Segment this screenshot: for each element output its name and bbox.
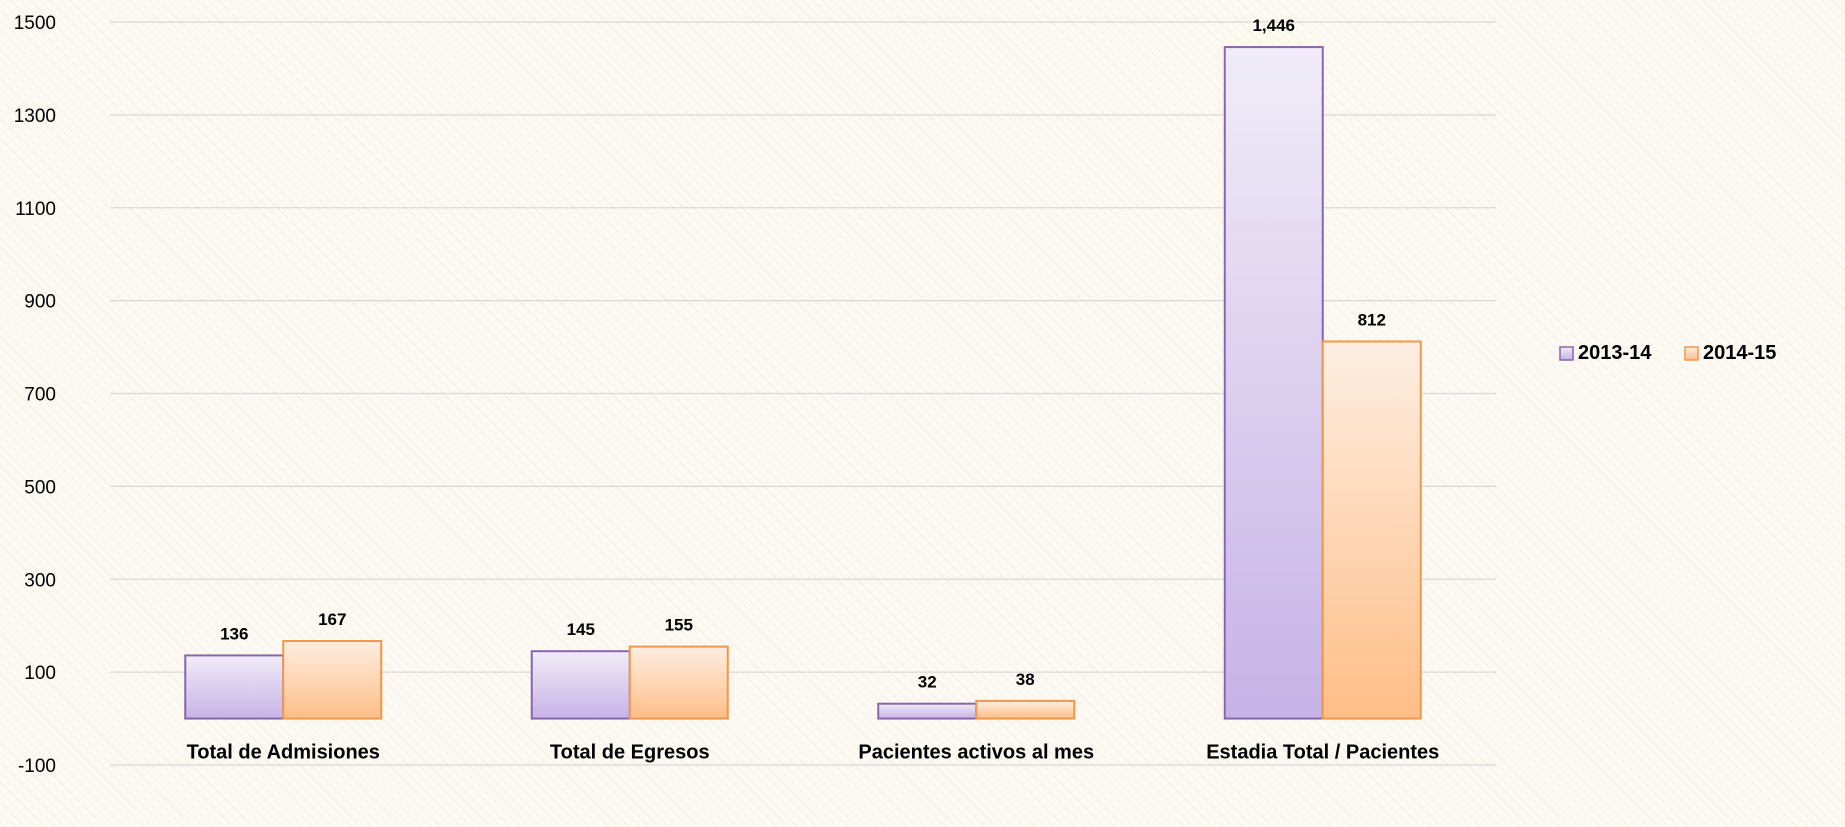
data-label: 167 <box>318 610 346 629</box>
data-label: 145 <box>567 620 595 639</box>
data-label: 1,446 <box>1252 16 1295 35</box>
data-label: 32 <box>918 673 937 692</box>
legend-swatch <box>1684 346 1699 361</box>
bar-2014-15-2 <box>628 645 729 720</box>
y-tick-label: 100 <box>24 663 56 684</box>
bar-2013-14-1 <box>184 654 285 720</box>
y-tick-label: 1500 <box>14 13 56 34</box>
bar-2014-15-3 <box>975 699 1076 720</box>
y-tick-label: 300 <box>24 570 56 591</box>
legend-label: 2014-15 <box>1703 342 1776 364</box>
bar-2014-15-4 <box>1321 340 1422 720</box>
legend-label: 2013-14 <box>1578 342 1652 364</box>
gridlines <box>110 21 1496 766</box>
y-tick-label: 1100 <box>15 199 56 220</box>
y-tick-label: 700 <box>24 385 56 406</box>
data-label: 136 <box>220 624 248 643</box>
data-label: 155 <box>665 616 693 635</box>
y-tick-label: 1300 <box>14 106 56 127</box>
x-axis-ticks: Total de Admisiones Total de Egresos Pacie… <box>187 742 1440 764</box>
data-label: 812 <box>1358 310 1386 329</box>
legend-swatch <box>1559 346 1574 361</box>
x-tick-label: Estadia Total / Pacientes <box>1206 742 1439 764</box>
bar-2014-15-1 <box>282 640 383 720</box>
y-tick-label: 900 <box>24 292 56 313</box>
bar-2013-14-2 <box>530 650 631 720</box>
data-label: 38 <box>1016 670 1035 689</box>
legend: 2013-14 2014-15 <box>1559 342 1776 364</box>
y-axis-ticks: 1500 1300 1100 900 700 500 300 100 -100 <box>14 13 56 777</box>
x-tick-label: Total de Egresos <box>550 742 710 764</box>
y-tick-label: -100 <box>18 756 56 777</box>
bars <box>184 46 1422 720</box>
x-tick-label: Total de Admisiones <box>187 742 380 764</box>
x-tick-label: Pacientes activos al mes <box>858 742 1094 764</box>
bar-2013-14-4 <box>1223 46 1324 720</box>
y-tick-label: 500 <box>24 477 56 498</box>
data-labels: 136 167 145 155 32 38 1,446 812 <box>220 16 1386 692</box>
bar-2013-14-3 <box>877 702 978 720</box>
